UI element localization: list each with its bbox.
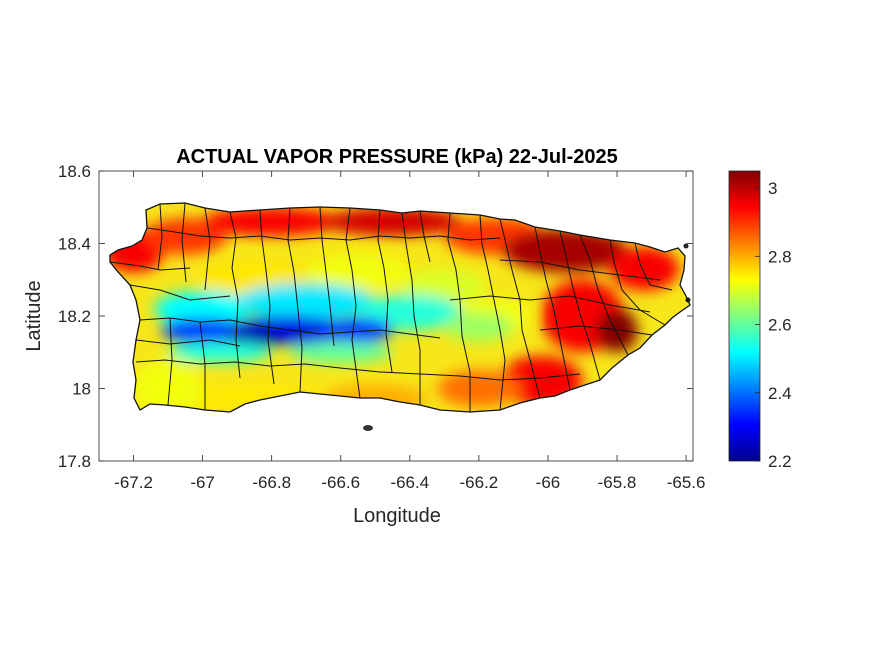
field-region: [358, 294, 462, 331]
y-tick-label: 17.8: [58, 452, 91, 471]
y-tick-label: 18: [72, 380, 91, 399]
x-tick-label: -66.2: [460, 473, 499, 492]
x-tick-label: -65.8: [598, 473, 637, 492]
y-axis-label: Latitude: [23, 280, 45, 351]
municipality-boundaries: [109, 202, 691, 412]
field-region: [202, 207, 341, 237]
colorbar-tick-label: 2.6: [768, 316, 792, 335]
municipality-boundary: [634, 242, 673, 291]
x-axis-label: Longitude: [353, 505, 441, 527]
field-region: [133, 359, 203, 412]
x-tick-label: -66.6: [321, 473, 360, 492]
municipality-boundary: [319, 206, 335, 347]
municipality-boundary: [539, 325, 653, 336]
municipality-boundary: [499, 259, 661, 281]
municipality-boundary: [135, 359, 581, 381]
municipality-boundary: [479, 214, 506, 411]
field-region: [444, 312, 514, 342]
field-region: [323, 317, 393, 344]
municipality-boundary: [559, 230, 601, 381]
colorbar-tick-label: 2.4: [768, 384, 792, 403]
field-region: [168, 341, 272, 364]
y-tick-label: 18.4: [58, 235, 91, 254]
x-axis-ticks: -67.2 -67 -66.8 -66.6 -66.4 -66.2 -66 -65.8 -65.…: [114, 171, 705, 492]
municipality-boundary: [259, 209, 275, 385]
municipality-boundary: [579, 234, 629, 356]
y-tick-label: 18.6: [58, 162, 91, 181]
field-region: [323, 207, 462, 237]
colorbar-tick-label: 2.8: [768, 247, 792, 266]
municipality-boundary: [401, 212, 421, 405]
colorbar: [728, 170, 761, 462]
chart-title: ACTUAL VAPOR PRESSURE (kPa) 22-Jul-2025: [176, 146, 618, 168]
field-region: [154, 290, 251, 327]
municipality-boundary: [204, 207, 211, 291]
field-region: [161, 317, 245, 344]
municipality-boundary: [534, 226, 571, 391]
municipality-boundary: [157, 203, 163, 271]
municipality-boundary: [146, 227, 501, 241]
small-island: [683, 243, 689, 249]
x-tick-label: -66.4: [390, 473, 429, 492]
colorbar-ticks: 2.2 2.4 2.6 2.8 3: [755, 179, 792, 471]
field-region: [610, 247, 680, 291]
field-region: [437, 370, 521, 407]
municipality-boundary: [345, 207, 361, 399]
colorbar-tick-label: 2.2: [768, 452, 792, 471]
island-outline: [109, 202, 691, 413]
field-region: [288, 341, 393, 364]
municipality-boundary: [449, 295, 651, 313]
municipality-boundary: [447, 212, 471, 412]
field-region: [306, 254, 410, 291]
y-tick-label: 18.2: [58, 307, 91, 326]
municipality-boundary: [109, 261, 191, 271]
x-tick-label: -66.8: [252, 473, 291, 492]
municipality-boundary: [167, 317, 173, 406]
municipality-boundary: [287, 207, 303, 393]
y-axis-ticks: 17.8 18 18.2 18.4 18.6: [58, 162, 693, 471]
colorbar-tick-label: 3: [768, 179, 777, 198]
field-region: [237, 283, 376, 320]
x-tick-label: -65.6: [667, 473, 706, 492]
municipality-boundary: [199, 321, 206, 410]
x-tick-label: -67: [190, 473, 215, 492]
caja-de-muertos-island: [363, 425, 373, 431]
municipality-boundary: [609, 239, 666, 326]
municipality-boundary: [419, 210, 431, 263]
x-tick-label: -67.2: [114, 473, 153, 492]
field-region: [143, 218, 227, 255]
municipality-boundary: [229, 211, 241, 379]
municipality-boundary: [499, 218, 541, 399]
municipality-boundary: [139, 317, 441, 339]
x-tick-label: -66: [536, 473, 561, 492]
field-region: [596, 308, 638, 353]
municipality-boundary: [129, 284, 231, 301]
municipality-boundary: [135, 339, 241, 347]
municipality-boundary: [377, 209, 393, 373]
